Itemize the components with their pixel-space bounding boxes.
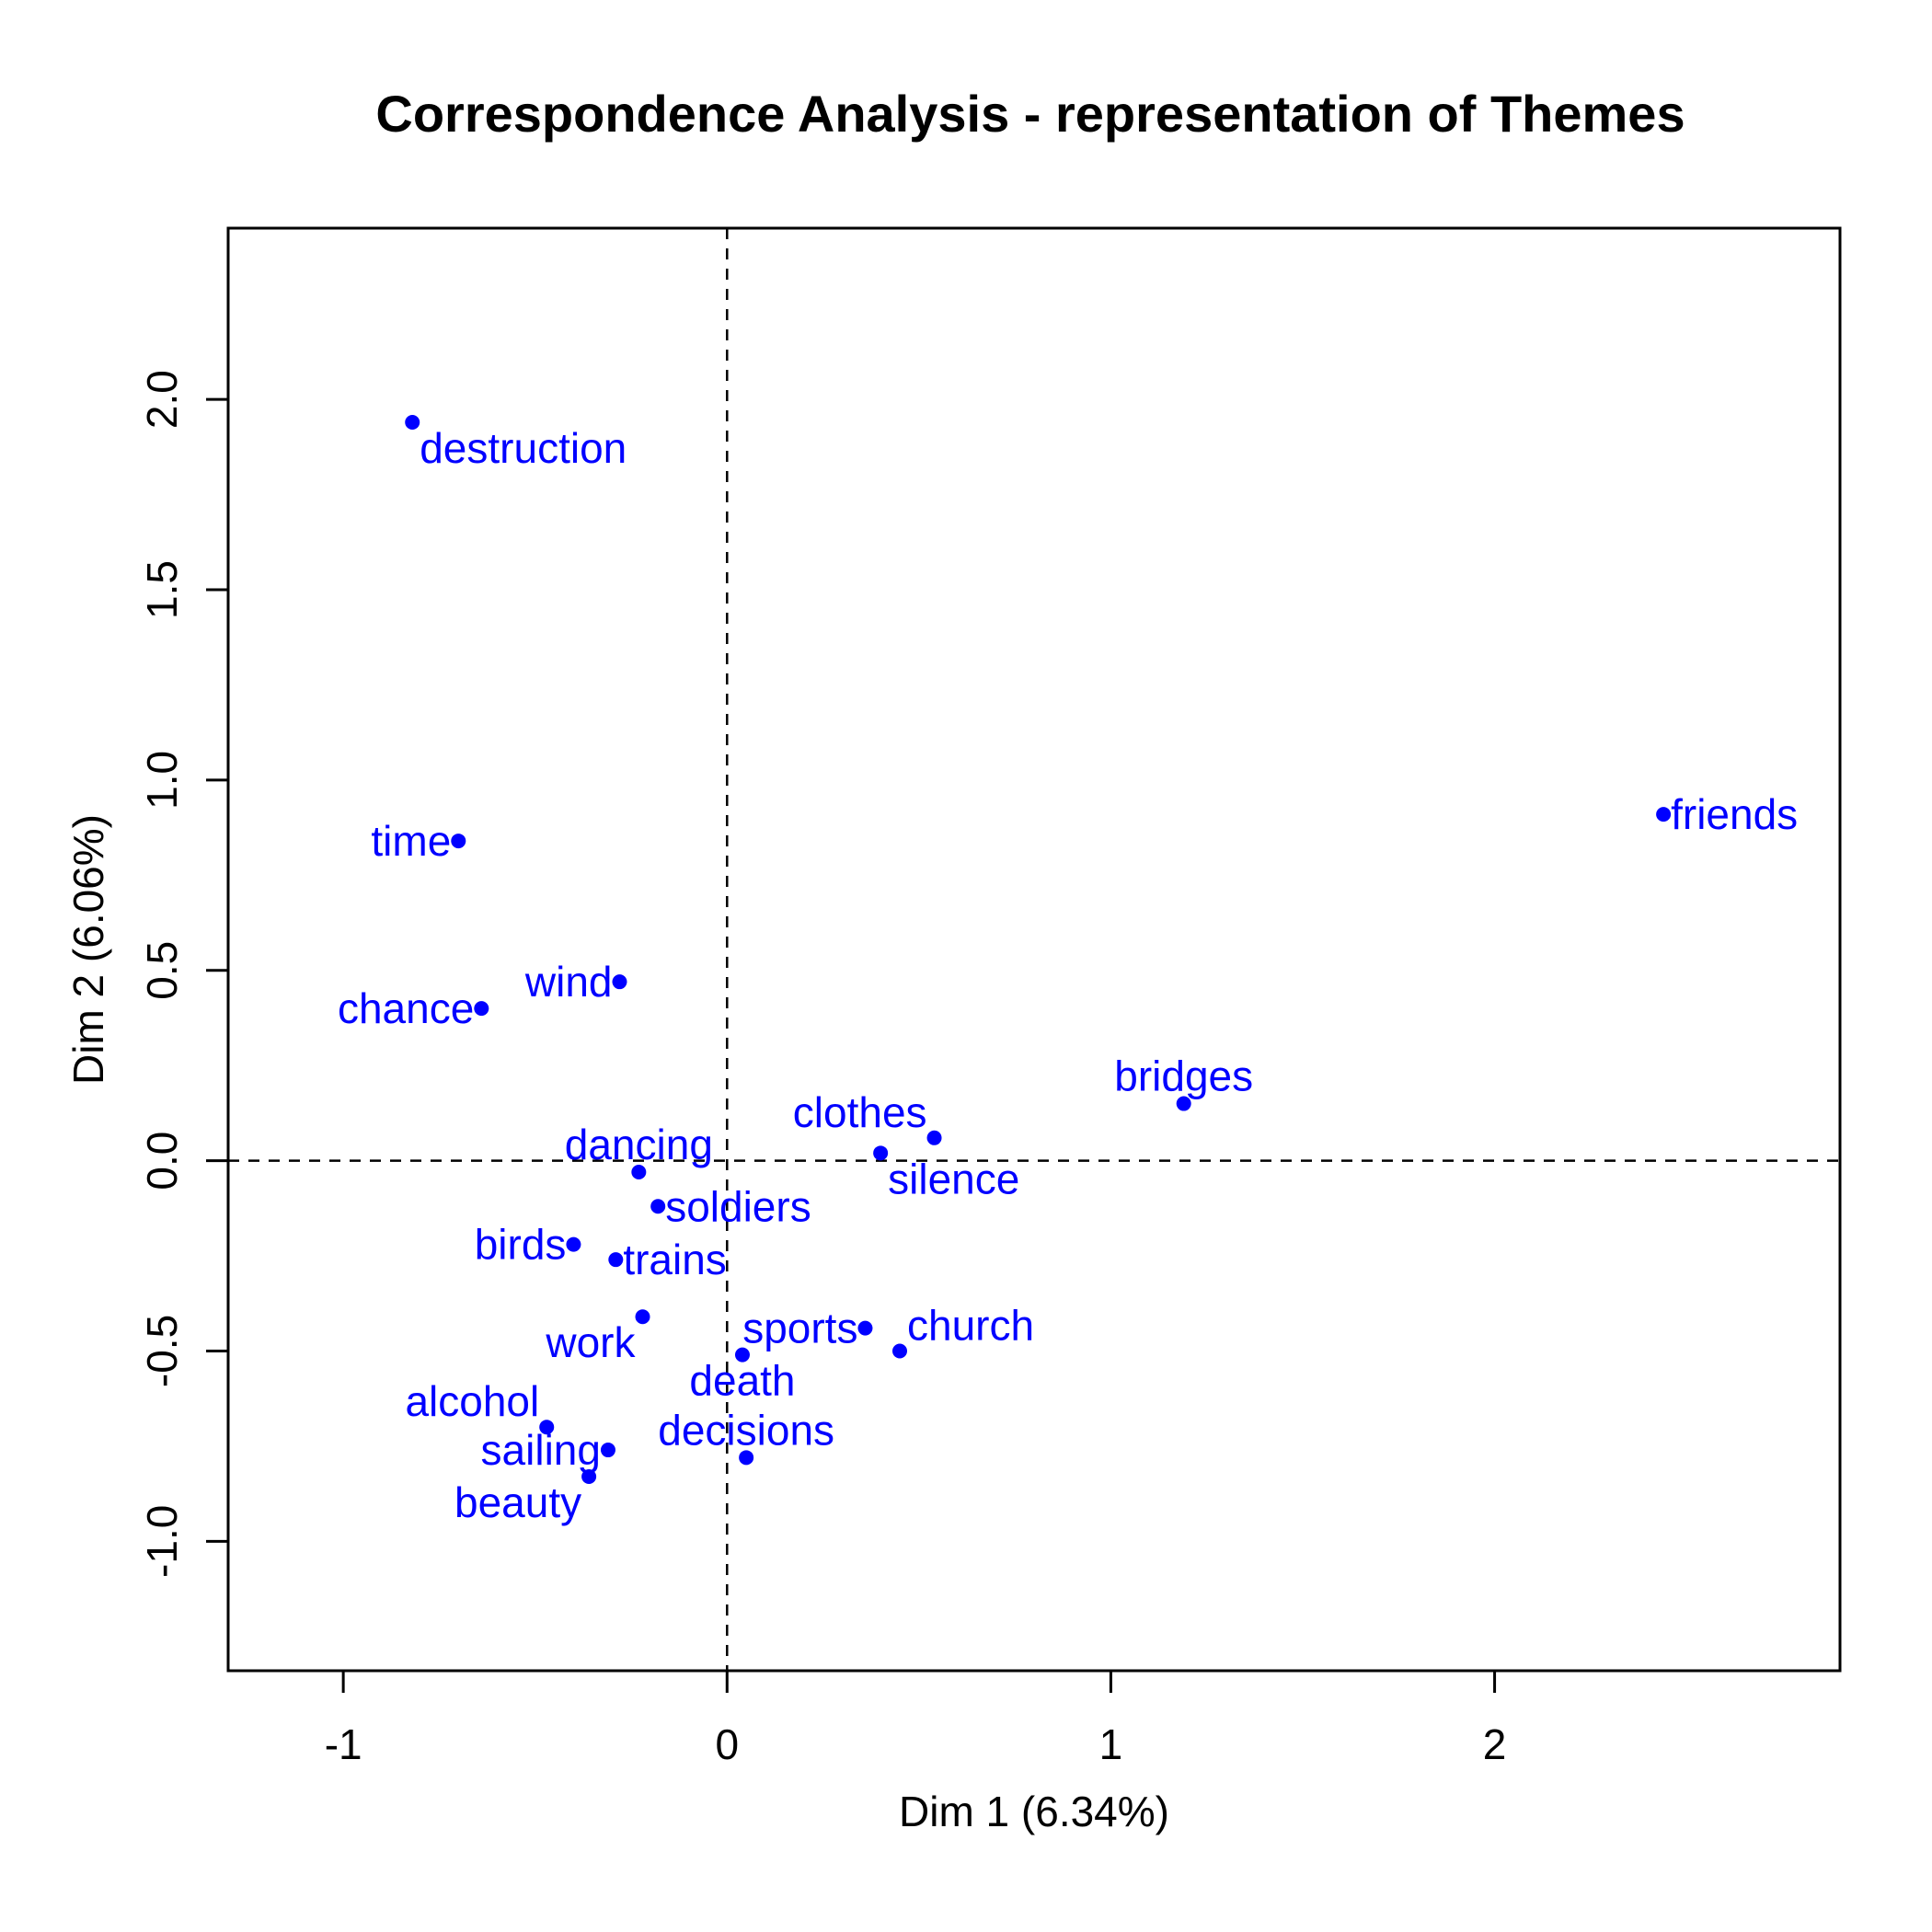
point-label: time [371,817,451,865]
y-tick-label: -0.5 [138,1315,186,1387]
point-label: friends [1671,790,1798,838]
point-label: trains [623,1236,726,1283]
x-tick-label: 1 [1099,1720,1123,1768]
data-point [451,834,466,849]
point-label: destruction [420,424,627,472]
data-point [739,1450,754,1466]
x-axis-label: Dim 1 (6.34%) [899,1788,1169,1835]
point-label: work [545,1318,636,1366]
data-point [631,1165,647,1180]
y-tick-label: -1.0 [138,1505,186,1578]
data-point [734,1347,750,1363]
data-point [539,1420,555,1435]
x-tick-label: 2 [1483,1720,1507,1768]
data-point [892,1343,907,1359]
point-label: sailing [481,1426,601,1474]
data-point [566,1236,581,1252]
point-label: dancing [565,1121,713,1168]
data-point [926,1130,942,1145]
data-point [857,1320,873,1336]
point-label: church [907,1301,1034,1349]
point-label: alcohol [405,1377,539,1425]
point-label: soldiers [665,1182,811,1230]
point-label: sports [742,1305,857,1352]
y-tick-label: 1.0 [138,751,186,810]
point-label: bridges [1114,1052,1253,1100]
data-point [635,1309,650,1325]
data-point [581,1469,597,1485]
data-point [608,1252,624,1268]
x-tick-label: -1 [325,1720,362,1768]
y-tick-label: 0.5 [138,941,186,1000]
y-tick-label: 0.0 [138,1132,186,1190]
point-label: death [689,1357,795,1405]
data-point [612,974,627,990]
point-label: beauty [454,1478,581,1526]
point-label: decisions [658,1406,834,1454]
data-point [600,1443,615,1458]
chart-title: Correspondence Analysis - representation… [375,85,1685,143]
point-label: wind [524,958,613,1006]
y-tick-label: 2.0 [138,370,186,429]
data-point [1656,807,1672,822]
data-point [474,1001,489,1017]
point-label: birds [475,1221,567,1269]
data-point [1176,1096,1191,1111]
x-tick-label: 0 [715,1720,739,1768]
data-point [405,414,420,430]
data-point [650,1199,666,1214]
point-label: silence [888,1155,1019,1202]
point-label: chance [338,984,474,1032]
point-label: clothes [793,1088,927,1136]
y-tick-label: 1.5 [138,560,186,619]
y-axis-label: Dim 2 (6.06%) [64,814,112,1085]
data-point [873,1145,889,1161]
